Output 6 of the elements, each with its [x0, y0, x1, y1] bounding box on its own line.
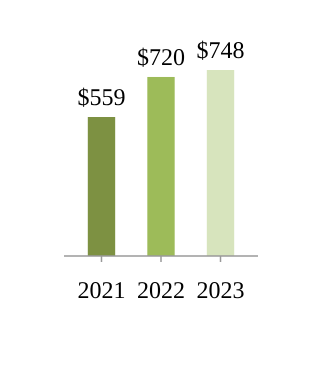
- x-tick-label: 2023: [196, 278, 245, 304]
- data-label: $748: [196, 38, 245, 64]
- x-tick-label: 2022: [137, 278, 185, 304]
- data-label: $720: [137, 44, 185, 71]
- data-label: $559: [77, 84, 126, 111]
- x-tick-label: 2021: [77, 278, 126, 304]
